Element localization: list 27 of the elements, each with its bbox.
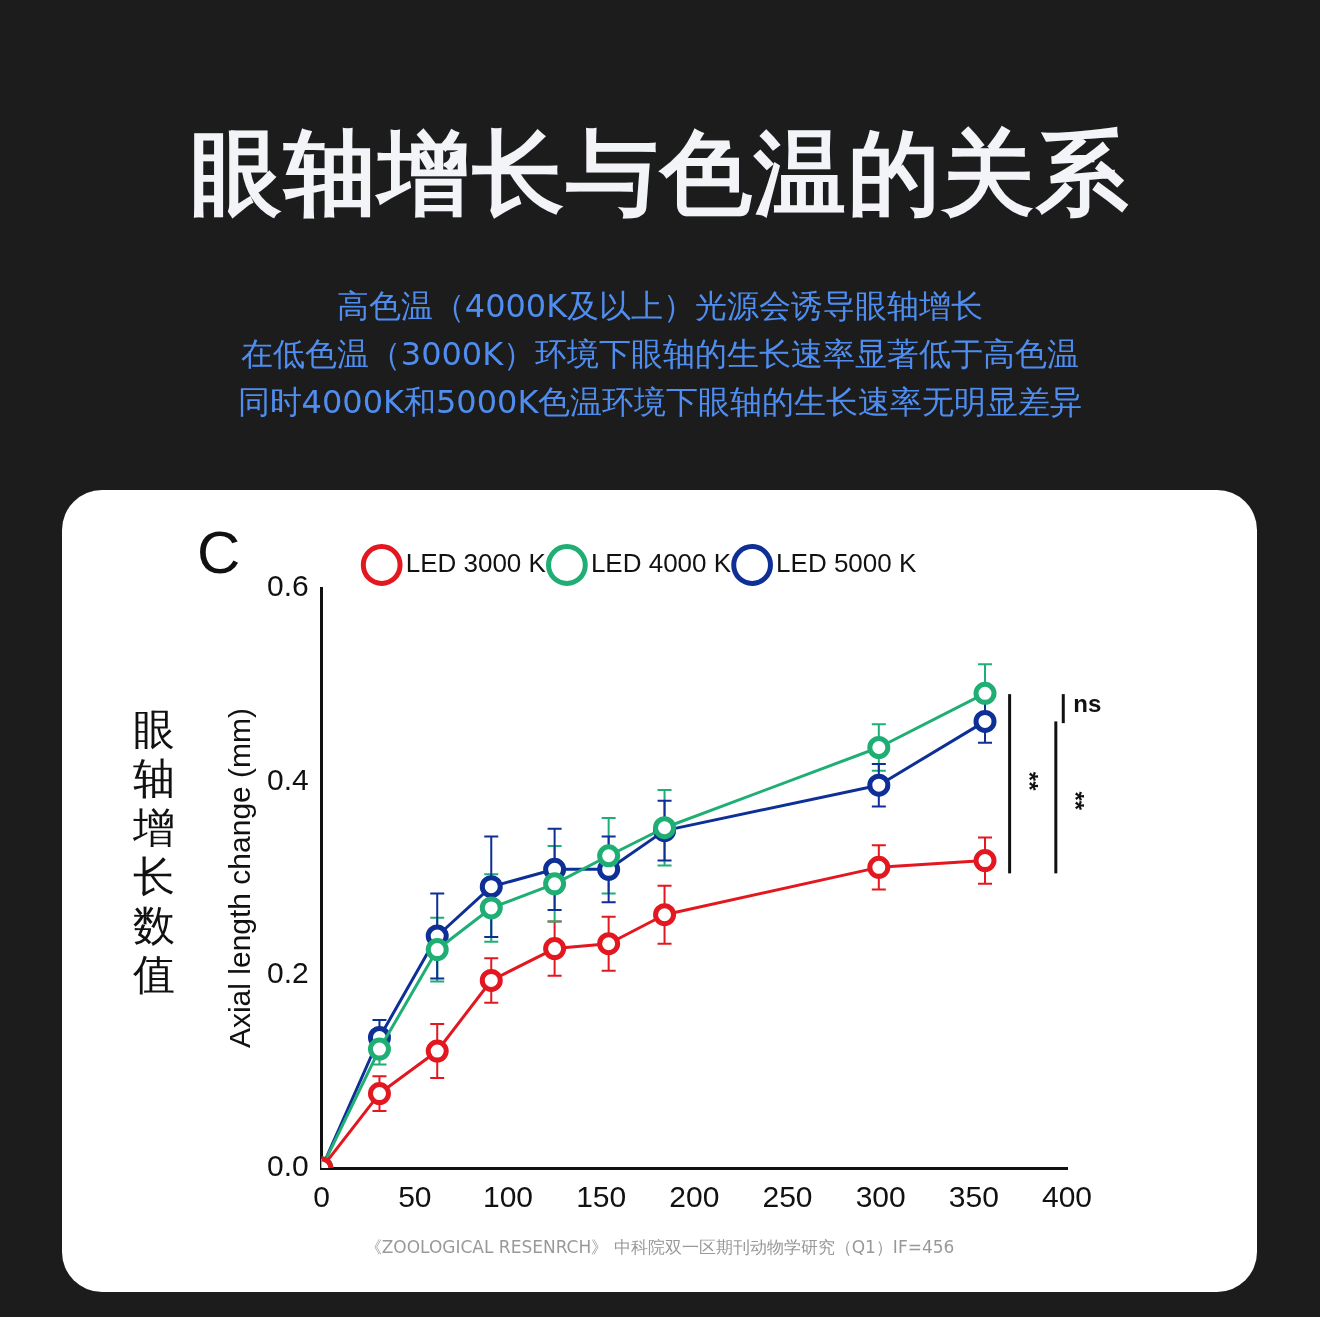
text: 在低色温（3000K）环境下眼轴的生长速率显著低于高色温 <box>239 334 1081 375</box>
x-tick-label: 0 <box>313 1180 331 1214</box>
y-tick-label: 0.2 <box>266 955 309 989</box>
x-tick-label: 150 <box>576 1180 627 1214</box>
y-tick-label: 0.0 <box>266 1149 309 1183</box>
x-tick-label: 350 <box>948 1180 999 1214</box>
legend-label: LED 4000 K <box>590 548 732 579</box>
chart-subtitle: 高色温（4000K及以上）光源会诱导眼轴增长 <box>335 286 985 327</box>
y-tick-label: 0.6 <box>266 569 309 603</box>
annotation: ** <box>1015 771 1043 792</box>
text: 同时4000K和5000K色温环境下眼轴的生长速率无明显差异 <box>236 382 1084 423</box>
legend-label: LED 3000 K <box>405 548 547 579</box>
y-tick-label: 0.4 <box>266 762 309 796</box>
x-tick-label: 100 <box>483 1180 534 1214</box>
text: 《ZOOLOGICAL RESENRCH》 中科院双一区期刊动物学研究（Q1）IF=456 <box>363 1236 956 1259</box>
legend-label: LED 5000 K <box>776 548 917 579</box>
x-tick-label: 250 <box>762 1180 813 1214</box>
text: C <box>197 518 241 587</box>
chart-title: 眼轴增长与色温的关系 <box>189 119 1131 229</box>
annotation: ** <box>1062 791 1090 811</box>
text: ns <box>1073 690 1102 718</box>
y-axis-title: Axial length change (mm) <box>223 707 257 1049</box>
x-tick-label: 300 <box>855 1180 906 1214</box>
text: 眼轴增长数值 <box>132 705 176 999</box>
x-tick-label: 400 <box>1041 1180 1093 1214</box>
x-tick-label: 200 <box>669 1180 720 1214</box>
x-tick-label: 50 <box>398 1180 432 1214</box>
